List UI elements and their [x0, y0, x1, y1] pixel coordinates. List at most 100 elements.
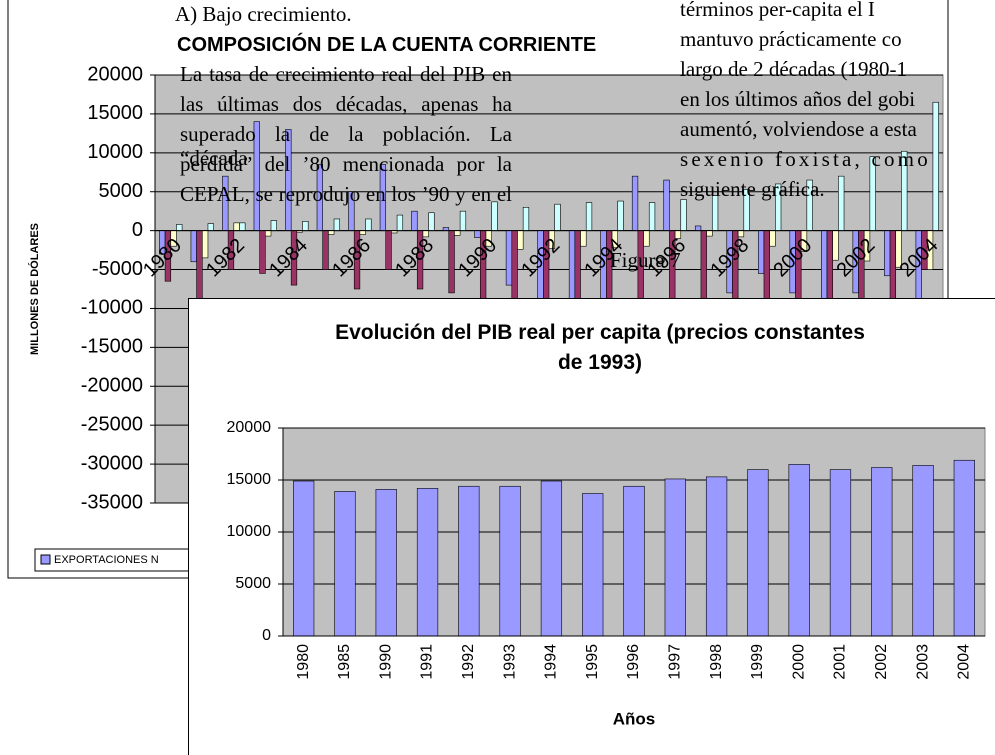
x-tick-label: 1991 [419, 644, 436, 680]
bar [428, 212, 435, 231]
bar [912, 465, 934, 637]
bar [201, 230, 209, 259]
bar [265, 230, 272, 237]
bar [448, 230, 455, 294]
x-tick-label: 2002 [873, 644, 890, 680]
bar [680, 199, 687, 231]
x-tick-label: 2003 [914, 644, 931, 680]
x-tick-label: 2001 [832, 644, 849, 680]
text-line: largo de 2 décadas (1980-1 [680, 57, 908, 81]
y-tick-label: 20000 [227, 419, 272, 436]
y-tick-label: -15000 [81, 336, 143, 358]
bar [664, 478, 686, 637]
x-tick-label: 2000 [790, 644, 807, 680]
bar [333, 218, 341, 231]
text-line: La tasa de crecimiento real del PIB en [180, 62, 512, 86]
bar [580, 230, 587, 247]
bar [522, 206, 530, 231]
bar [582, 493, 604, 637]
text-line: perdida” del ’80 mencionada por la [180, 152, 512, 176]
bar [648, 202, 656, 231]
x-tick-label: 1995 [584, 644, 601, 680]
bar [821, 230, 828, 309]
x-axis-label: Años [613, 709, 656, 728]
y-tick-label: 10000 [227, 523, 272, 540]
bar [694, 225, 702, 231]
y-tick-label: 20000 [87, 63, 143, 85]
bar [396, 214, 404, 231]
text-line: sexenio foxista, como [680, 147, 931, 171]
bar [207, 223, 214, 231]
y-tick-label: 10000 [87, 141, 143, 163]
caption: Figura 7 [610, 248, 681, 272]
bar [233, 222, 240, 231]
bar [176, 224, 183, 231]
x-tick-label: 1985 [336, 644, 353, 680]
y-tick-label: 15000 [87, 102, 143, 124]
text-line: CEPAL, se reprodujo en los ’90 y en el [180, 182, 512, 206]
bar [643, 230, 650, 247]
x-tick-label: 1980 [295, 644, 312, 680]
bar [385, 230, 392, 270]
y-tick-label: 5000 [235, 575, 271, 592]
y-tick-label: -35000 [81, 491, 143, 513]
y-tick-label: -5000 [92, 258, 143, 280]
y-tick-label: 15000 [227, 471, 272, 488]
bar [454, 230, 461, 236]
chart-title: COMPOSICIÓN DE LA CUENTA CORRIENTE [177, 34, 597, 56]
y-tick-label: -10000 [81, 297, 143, 319]
x-tick-label: 1993 [501, 644, 518, 680]
bar [293, 480, 315, 637]
bar [829, 469, 852, 637]
y-tick-label: -25000 [81, 413, 143, 435]
bar [747, 469, 769, 637]
x-tick-label: 1990 [377, 644, 394, 680]
paragraph-right: términos per-capita el I mantuvo práctica… [680, 0, 995, 204]
bar [459, 210, 467, 231]
bar [416, 488, 439, 637]
bar [511, 230, 518, 309]
bar [757, 230, 765, 274]
y-tick-label: -20000 [81, 375, 143, 397]
bar [871, 467, 893, 637]
chart-title: Evolución del PIB real per capita (preci… [335, 321, 865, 374]
bar [517, 230, 524, 250]
y-tick-label: 5000 [99, 180, 144, 202]
legend-swatch [40, 554, 51, 565]
bar [239, 222, 246, 231]
bar [832, 230, 839, 261]
bar [375, 489, 397, 637]
text-line: superado la de la población. La “década [180, 122, 512, 170]
bar [540, 480, 563, 637]
bar [365, 218, 372, 231]
bar [631, 175, 639, 231]
bar [190, 230, 197, 263]
bar [474, 230, 481, 238]
text-line: las últimas dos décadas, apenas ha [180, 92, 512, 116]
text-line: siguiente gráfica. [680, 177, 825, 201]
bar [270, 220, 277, 231]
y-axis-label: MILLONES DE DÓLARES [28, 223, 41, 355]
bar [953, 459, 975, 637]
chart-back: 20000 15000 10000 5000 0 -5000 -10000 -15000 -20… [7, 0, 949, 579]
bar [328, 230, 335, 235]
y-tick-label: 0 [262, 627, 271, 644]
x-tick-label: 1999 [749, 644, 766, 680]
chart-front: 0 5000 10000 15000 20000 1980 1985 1990 1991 1992… [188, 298, 995, 755]
text-line: en los últimos años del gobi [680, 87, 916, 111]
text-line: aumentó, volviendose a esta [680, 117, 917, 141]
bar [769, 230, 776, 247]
bar [359, 230, 366, 235]
y-tick-label: -30000 [81, 452, 143, 474]
bar [302, 220, 309, 231]
y-tick-label: 0 [132, 219, 143, 241]
text-line: términos per-capita el I [680, 0, 875, 21]
text-line: mantuvo prácticamente co [680, 27, 902, 51]
bar [259, 230, 266, 274]
bar [554, 203, 561, 231]
bar [706, 230, 713, 237]
bar [411, 210, 418, 231]
bar [663, 179, 670, 231]
bar [788, 464, 810, 637]
